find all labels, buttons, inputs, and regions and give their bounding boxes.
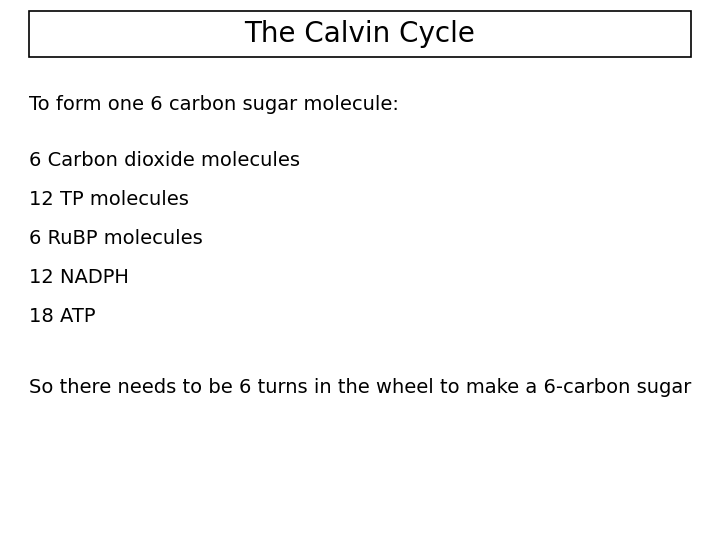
- Text: To form one 6 carbon sugar molecule:: To form one 6 carbon sugar molecule:: [29, 94, 399, 113]
- Text: So there needs to be 6 turns in the wheel to make a 6-carbon sugar: So there needs to be 6 turns in the whee…: [29, 378, 691, 397]
- Text: 18 ATP: 18 ATP: [29, 307, 95, 326]
- Text: 6 RuBP molecules: 6 RuBP molecules: [29, 229, 202, 248]
- FancyBboxPatch shape: [29, 11, 691, 57]
- Text: The Calvin Cycle: The Calvin Cycle: [245, 20, 475, 48]
- Text: 6 Carbon dioxide molecules: 6 Carbon dioxide molecules: [29, 151, 300, 170]
- Text: 12 TP molecules: 12 TP molecules: [29, 190, 189, 209]
- Text: 12 NADPH: 12 NADPH: [29, 268, 129, 287]
